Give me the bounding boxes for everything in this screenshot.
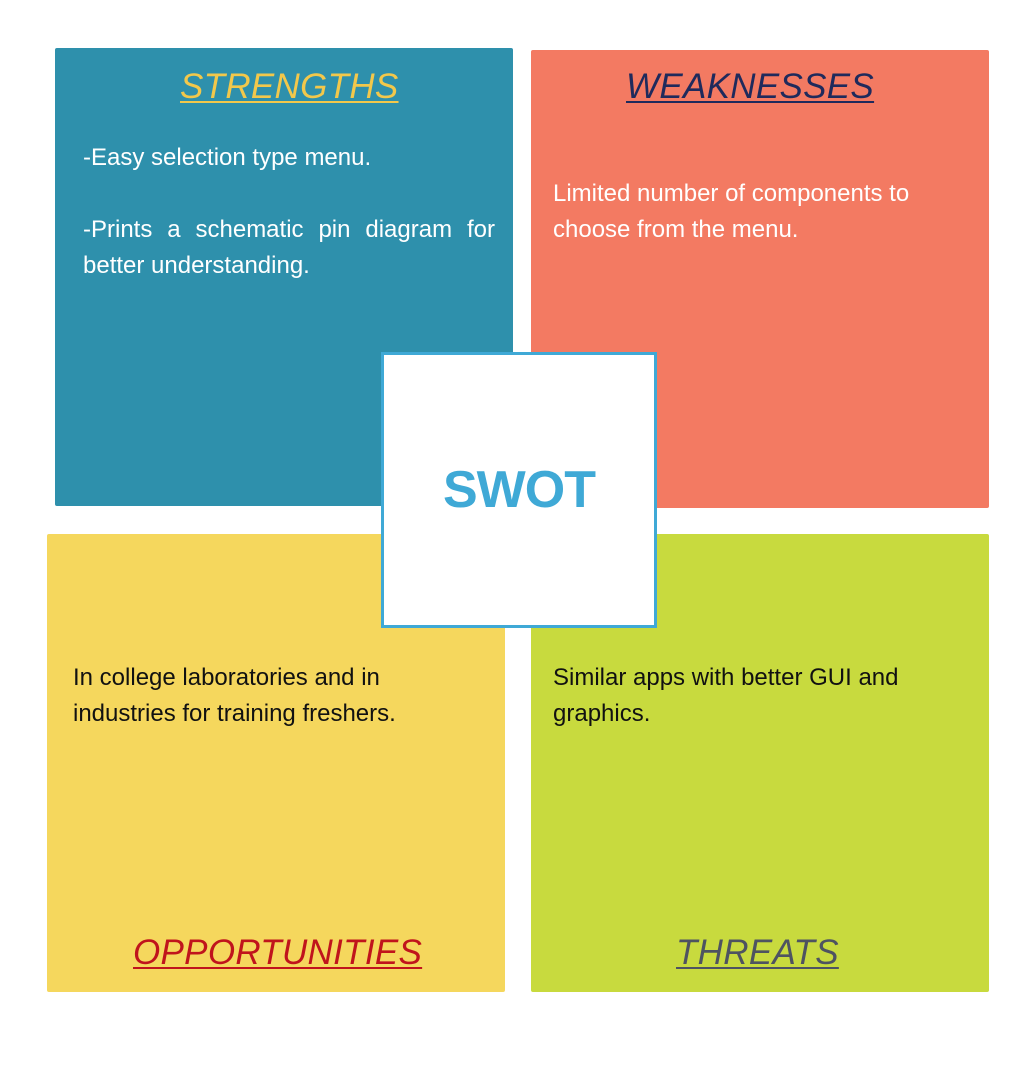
threats-text: Similar apps with better GUI and graphic…	[553, 664, 899, 727]
strengths-heading: STRENGTHS	[180, 67, 399, 106]
weaknesses-heading: WEAKNESSES	[626, 67, 875, 106]
weaknesses-text: Limited number of components to choose f…	[553, 180, 910, 243]
strengths-item: -Easy selection type menu.	[83, 144, 372, 171]
swot-center-label: SWOT	[443, 461, 596, 519]
strengths-text: -Easy selection type menu. -Prints a sch…	[83, 140, 495, 284]
strengths-item: -Prints a schematic pin diagram for bett…	[83, 216, 495, 279]
opportunities-heading: OPPORTUNITIES	[133, 933, 423, 972]
swot-center-box: SWOT	[381, 352, 657, 628]
opportunities-text: In college laboratories and in industrie…	[73, 664, 396, 727]
threats-heading: THREATS	[676, 933, 839, 972]
